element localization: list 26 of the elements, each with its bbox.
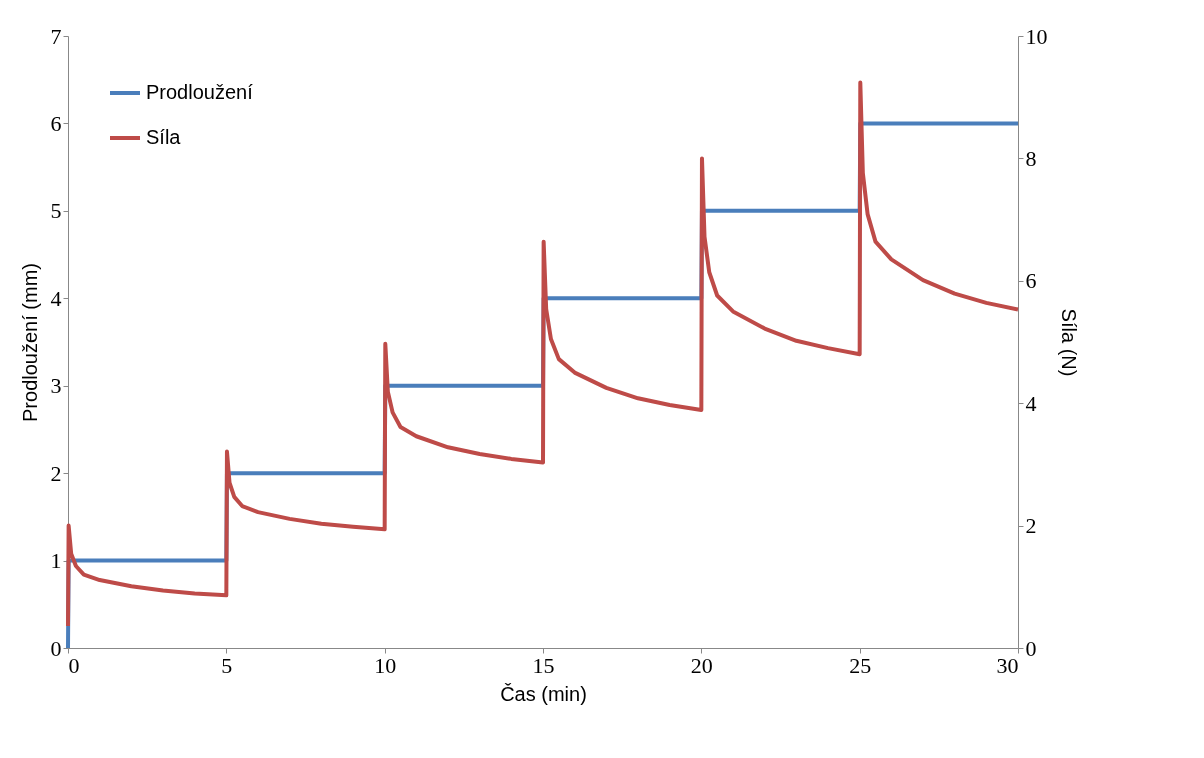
y2-tick-label: 6	[1025, 268, 1037, 294]
y-tick-label: 0	[50, 635, 62, 661]
y-tick-label: 7	[50, 23, 62, 49]
x-tick-label: 10	[374, 652, 397, 678]
y-tick-label: 1	[50, 548, 62, 574]
x-tick-label: 15	[532, 652, 555, 678]
legend-label: Síla	[146, 126, 182, 148]
x-tick-label: 0	[68, 652, 80, 678]
y2-axis-title: Síla (N)	[1057, 308, 1080, 377]
x-tick-label: 20	[690, 652, 713, 678]
y2-tick-label: 4	[1025, 390, 1037, 416]
y2-tick-label: 2	[1025, 513, 1037, 539]
y2-tick-label: 0	[1025, 635, 1037, 661]
x-tick-label: 25	[849, 652, 872, 678]
y-tick-label: 3	[50, 373, 62, 399]
y2-tick-label: 8	[1025, 145, 1037, 171]
x-tick-label: 30	[996, 652, 1019, 678]
x-axis-title: Čas (min)	[500, 682, 587, 705]
y-tick-label: 4	[50, 285, 62, 311]
y-tick-label: 6	[50, 110, 62, 136]
x-tick-label: 5	[221, 652, 233, 678]
y-tick-label: 5	[50, 198, 62, 224]
y2-tick-label: 10	[1025, 23, 1048, 49]
y-tick-label: 2	[50, 460, 62, 486]
legend-label: Prodloužení	[146, 81, 254, 103]
y-axis-title: Prodloužení (mm)	[18, 263, 41, 422]
